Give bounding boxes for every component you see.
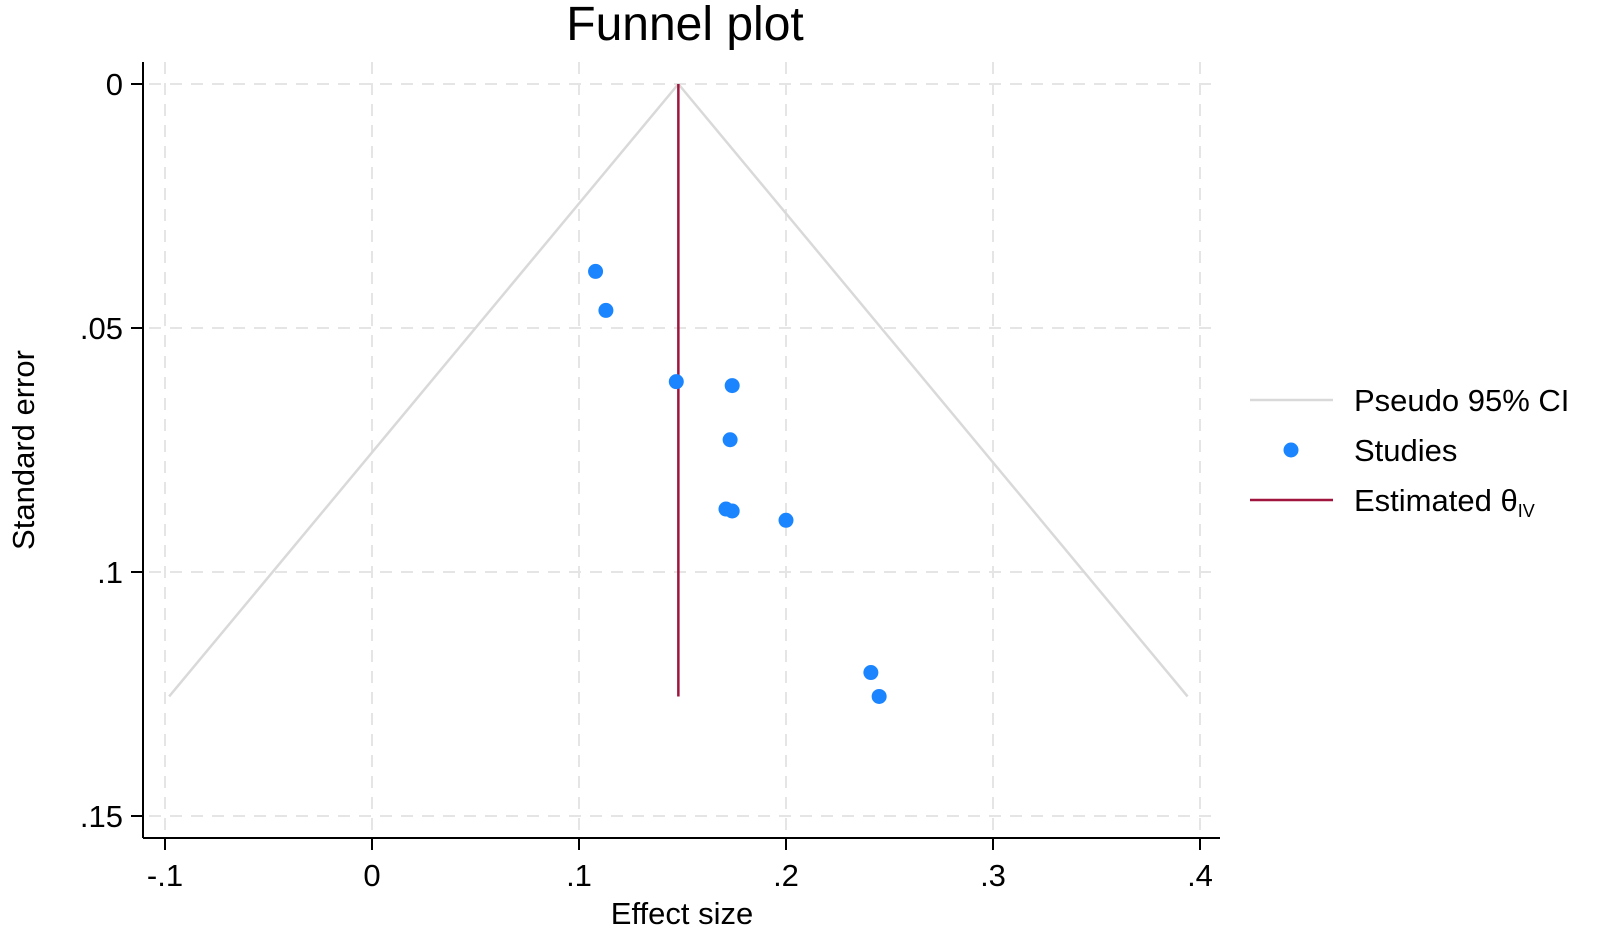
- study-point: [778, 512, 794, 528]
- y-tick-label: .15: [80, 799, 123, 834]
- x-tick-label: .1: [566, 858, 592, 893]
- y-tick-label: 0: [106, 67, 123, 102]
- pseudo-ci-line: [168, 83, 680, 698]
- x-tick-label: .4: [1187, 858, 1213, 893]
- study-points: [588, 263, 887, 704]
- study-point: [871, 688, 887, 704]
- x-tick-label: .2: [773, 858, 799, 893]
- study-point: [724, 503, 740, 519]
- legend-estimate-label: Estimated θIV: [1354, 483, 1535, 521]
- study-point: [668, 374, 684, 390]
- axes: -.1 0 .1 .2 .3 .4 0 .05 .1 .15: [80, 62, 1220, 893]
- gridlines: [149, 62, 1220, 832]
- x-tick-label: -.1: [147, 858, 183, 893]
- x-tick-label: .3: [980, 858, 1006, 893]
- legend-ci-label: Pseudo 95% CI: [1354, 383, 1569, 418]
- legend-studies-label: Studies: [1354, 433, 1457, 468]
- legend: Pseudo 95% CI Studies Estimated θIV: [1250, 383, 1569, 521]
- y-tick-label: .1: [97, 555, 123, 590]
- study-point: [863, 665, 879, 681]
- study-point: [722, 432, 738, 448]
- study-point: [588, 263, 604, 279]
- pseudo-ci-line: [677, 83, 1189, 698]
- study-point: [724, 378, 740, 394]
- y-tick-label: .05: [80, 311, 123, 346]
- pseudo-ci-lines: [168, 83, 1189, 698]
- chart-title: Funnel plot: [566, 0, 804, 51]
- x-axis-title: Effect size: [611, 896, 753, 927]
- y-axis-title: Standard error: [6, 350, 41, 550]
- legend-studies-marker: [1283, 442, 1299, 458]
- study-point: [598, 302, 614, 318]
- x-tick-label: 0: [363, 858, 380, 893]
